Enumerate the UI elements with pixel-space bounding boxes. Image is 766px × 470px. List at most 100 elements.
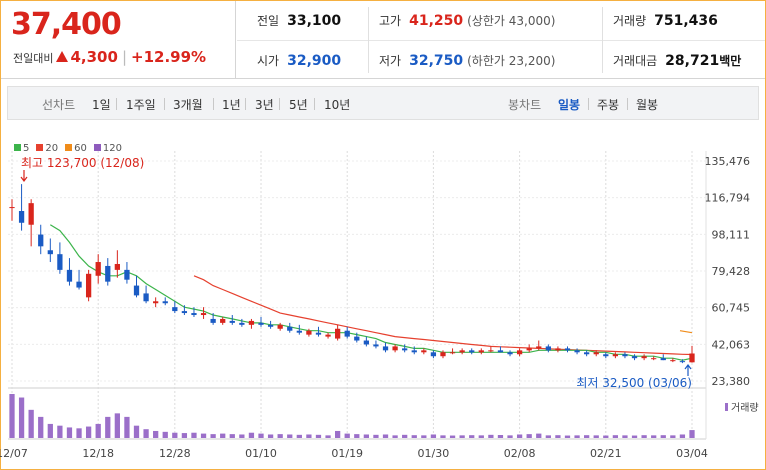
volume-bar <box>181 433 188 438</box>
y-tick-label: 135,476 <box>705 155 751 168</box>
volume-bar <box>95 423 101 438</box>
volume-bar <box>363 434 369 438</box>
min-annotation: 최저 32,500 (03/06) <box>576 376 692 390</box>
ma60-line <box>679 330 693 334</box>
grid-divider <box>602 7 603 73</box>
candle-body <box>28 203 34 225</box>
volume-bar <box>28 409 34 438</box>
ma5-line <box>49 224 693 361</box>
candle-body <box>478 350 484 353</box>
candle-body <box>325 334 331 337</box>
amount-label: 거래대금 <box>613 54 658 68</box>
volume-bar <box>210 434 216 438</box>
volume-bar <box>459 435 465 438</box>
volume-bar <box>651 435 657 438</box>
volume-bar <box>478 435 484 438</box>
candle-body <box>411 350 417 353</box>
max-annotation: 최고 123,700 (12/08) <box>21 156 144 170</box>
candle-body <box>660 358 666 361</box>
volume-bar <box>555 435 561 438</box>
volume-bar <box>497 435 504 438</box>
candle-body <box>85 273 92 298</box>
period-1y[interactable]: 1년 <box>222 98 241 112</box>
y-tick-label: 42,063 <box>712 338 751 351</box>
volume-bar <box>258 433 264 438</box>
volume-bar <box>229 434 235 438</box>
candle-body <box>488 350 494 352</box>
candle-body <box>95 262 101 276</box>
volume-bar <box>564 435 571 438</box>
volume-bar <box>248 432 255 438</box>
volume-bar <box>239 434 245 438</box>
candle-body <box>392 346 398 351</box>
candle-body <box>172 307 178 312</box>
volume-bar <box>57 425 63 438</box>
candle-body <box>248 320 255 325</box>
volume-bar <box>488 434 494 438</box>
volume-bar <box>469 435 475 438</box>
volume-bar <box>507 435 513 438</box>
volume-bar <box>143 429 149 438</box>
volume-bar <box>603 435 609 438</box>
y-tick-label: 116,794 <box>705 192 751 205</box>
candle-body <box>622 354 628 357</box>
volume-value: 751,436 <box>654 12 718 29</box>
candle-body <box>631 356 638 359</box>
grid-divider <box>368 7 369 73</box>
volume-bar <box>76 428 82 438</box>
period-10y[interactable]: 10년 <box>324 98 351 112</box>
volume-bar <box>9 394 15 438</box>
candle-body <box>38 234 44 247</box>
volume-bar <box>200 433 207 438</box>
volume-bar <box>66 427 73 438</box>
candle-body <box>133 285 140 296</box>
candle-body <box>641 356 647 359</box>
change-label: 전일대비 <box>13 52 54 65</box>
candle-body <box>449 352 456 354</box>
candle-weekly[interactable]: 주봉 <box>597 98 620 112</box>
toolbar-separator <box>116 98 117 110</box>
candle-body <box>382 346 389 351</box>
period-3m[interactable]: 3개월 <box>173 98 203 112</box>
candle-body <box>210 318 216 323</box>
period-1d[interactable]: 1일 <box>92 98 111 112</box>
toolbar-separator <box>314 98 315 110</box>
volume-bar <box>114 413 120 438</box>
volume-bar <box>660 435 666 438</box>
volume-bar <box>440 435 446 438</box>
candle-body <box>143 293 149 302</box>
volume-bar <box>47 423 53 438</box>
y-tick-label: 60,745 <box>712 302 751 315</box>
upper-limit-label: (상한가 <box>467 14 505 28</box>
candle-body <box>200 313 207 316</box>
candle-body <box>306 330 312 335</box>
volume-legend-swatch <box>725 403 728 411</box>
grid-divider <box>237 40 765 41</box>
candle-body <box>430 352 437 357</box>
period-5y[interactable]: 5년 <box>289 98 308 112</box>
low-value: 32,750 <box>409 52 464 69</box>
candle-body <box>603 354 609 357</box>
volume-bar <box>641 435 647 438</box>
candle-body <box>57 254 63 270</box>
max-arrow-icon <box>20 170 28 182</box>
candle-body <box>679 361 686 363</box>
volume-bar <box>220 433 226 438</box>
upper-limit-value: 43,000) <box>508 14 556 28</box>
period-3y[interactable]: 3년 <box>255 98 274 112</box>
candle-daily[interactable]: 일봉 <box>558 98 581 112</box>
candle-monthly[interactable]: 월봉 <box>636 98 659 112</box>
candle-body <box>18 210 25 223</box>
toolbar-separator <box>627 98 628 110</box>
volume-bar <box>325 435 331 438</box>
period-1w[interactable]: 1주일 <box>126 98 156 112</box>
candle-body <box>440 352 446 357</box>
volume-bar <box>430 434 437 438</box>
volume-bar <box>344 433 350 438</box>
candle-body <box>593 352 599 355</box>
candle-body <box>114 263 120 270</box>
change-row: 전일대비 4,300 | +12.99% <box>13 48 206 66</box>
ma-legend: 5 20 60 120 <box>14 143 122 154</box>
x-tick-label: 03/04 <box>676 447 708 460</box>
